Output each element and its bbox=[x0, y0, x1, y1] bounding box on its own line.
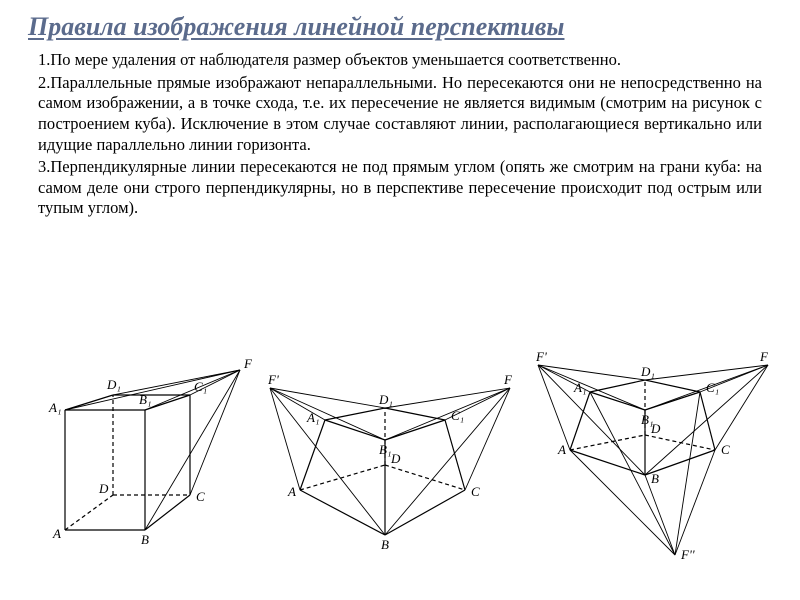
cube-one-point: A B C D A₁ B₁ C₁ D₁ F bbox=[45, 340, 255, 560]
svg-text:A₁: A₁ bbox=[48, 400, 61, 415]
paragraph-1: 1.По мере удаления от наблюдателя размер… bbox=[38, 50, 762, 71]
svg-text:D: D bbox=[390, 451, 401, 466]
perspective-diagrams: A B C D A₁ B₁ C₁ D₁ F A B C D A₁ B₁ C₁ D₁ F' F A B C D A₁ B₁ C₁… bbox=[0, 330, 800, 590]
svg-text:D₁: D₁ bbox=[640, 364, 655, 379]
svg-text:B₁: B₁ bbox=[379, 442, 391, 457]
page-title: Правила изображения линейной перспективы bbox=[0, 0, 800, 48]
svg-text:A₁: A₁ bbox=[306, 410, 319, 425]
svg-text:B: B bbox=[651, 471, 659, 486]
body-text: 1.По мере удаления от наблюдателя размер… bbox=[0, 48, 800, 219]
svg-text:B: B bbox=[141, 532, 149, 547]
svg-text:D₁: D₁ bbox=[378, 392, 393, 407]
svg-text:F': F' bbox=[535, 349, 547, 364]
svg-text:A: A bbox=[287, 484, 296, 499]
svg-text:C₁: C₁ bbox=[194, 379, 207, 394]
svg-text:C: C bbox=[471, 484, 480, 499]
svg-text:B₁: B₁ bbox=[641, 412, 653, 427]
svg-text:C₁: C₁ bbox=[706, 380, 719, 395]
svg-text:C: C bbox=[721, 442, 730, 457]
svg-text:B: B bbox=[381, 537, 389, 552]
svg-text:D: D bbox=[98, 481, 109, 496]
svg-text:A: A bbox=[52, 526, 61, 541]
svg-text:C: C bbox=[196, 489, 205, 504]
svg-text:B₁: B₁ bbox=[139, 392, 151, 407]
svg-text:D₁: D₁ bbox=[106, 377, 121, 392]
svg-text:A₁: A₁ bbox=[573, 380, 586, 395]
svg-text:A: A bbox=[557, 442, 566, 457]
svg-text:F'': F'' bbox=[680, 547, 695, 562]
svg-text:C₁: C₁ bbox=[451, 408, 464, 423]
svg-text:F': F' bbox=[267, 372, 279, 387]
cube-two-point: A B C D A₁ B₁ C₁ D₁ F' F bbox=[265, 340, 525, 560]
svg-text:F: F bbox=[759, 349, 769, 364]
svg-text:F: F bbox=[243, 356, 253, 371]
paragraph-3: 3.Перпендикулярные линии пересекаются не… bbox=[38, 157, 762, 219]
svg-text:F: F bbox=[503, 372, 513, 387]
paragraph-2: 2.Параллельные прямые изображают непарал… bbox=[38, 73, 762, 156]
cube-three-point: ABCDA₁B₁C₁D₁F'FF'' bbox=[530, 330, 790, 570]
